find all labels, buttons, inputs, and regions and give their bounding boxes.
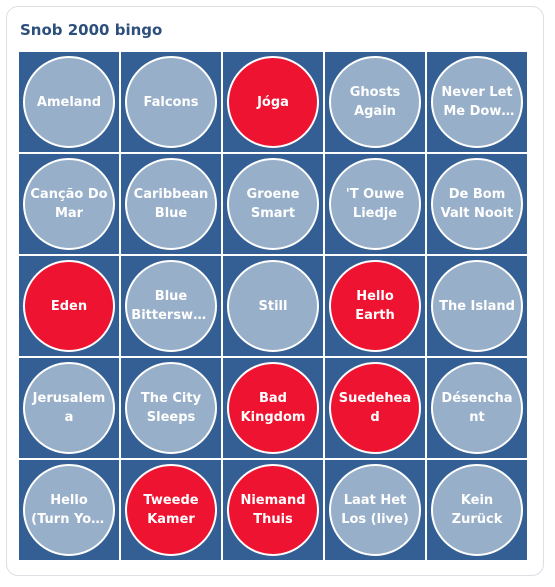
bingo-cell-label: Kein Zurück <box>451 493 503 527</box>
unmarked-circle: Caribbean Blue <box>125 158 217 250</box>
bingo-cell-label: Still <box>258 298 288 314</box>
bingo-cell[interactable]: Never Let Me Down Again <box>427 52 527 152</box>
bingo-cell[interactable]: Désenchant <box>427 358 527 458</box>
unmarked-circle: Still <box>227 260 319 352</box>
unmarked-circle: De Bom Valt Nooit <box>431 158 523 250</box>
bingo-cell-label: 'T Ouwe Liedje <box>345 187 405 221</box>
bingo-cell[interactable]: Falcons <box>121 52 221 152</box>
unmarked-circle: Never Let Me Down Again <box>431 56 523 148</box>
bingo-cell[interactable]: Bad Kingdom <box>223 358 323 458</box>
bingo-cell-label: Hello Earth <box>355 289 395 323</box>
bingo-cell-label: Niemand Thuis <box>240 493 306 527</box>
unmarked-circle: Ameland <box>23 56 115 148</box>
bingo-cell-label: Blue Bittersweet <box>131 289 211 323</box>
marked-circle: Jóga <box>227 56 319 148</box>
bingo-cell-label: Caribbean Blue <box>133 187 209 221</box>
unmarked-circle: The City Sleeps <box>125 362 217 454</box>
bingo-cell[interactable]: Ghosts Again <box>325 52 425 152</box>
bingo-cell[interactable]: Niemand Thuis <box>223 460 323 560</box>
marked-circle: Eden <box>23 260 115 352</box>
bingo-cell-label: Désenchant <box>441 391 513 425</box>
unmarked-circle: Falcons <box>125 56 217 148</box>
bingo-cell-label: Eden <box>50 298 88 314</box>
unmarked-circle: Blue Bittersweet <box>125 260 217 352</box>
bingo-cell[interactable]: De Bom Valt Nooit <box>427 154 527 254</box>
bingo-cell-label: Laat Het Los (live) <box>341 493 409 527</box>
unmarked-circle: Désenchant <box>431 362 523 454</box>
bingo-cell[interactable]: Blue Bittersweet <box>121 256 221 356</box>
bingo-cell-label: Ghosts Again <box>349 85 401 119</box>
unmarked-circle: Ghosts Again <box>329 56 421 148</box>
bingo-cell[interactable]: Jóga <box>223 52 323 152</box>
bingo-cell-label: De Bom Valt Nooit <box>440 187 514 221</box>
bingo-cell-label: Bad Kingdom <box>240 391 306 425</box>
unmarked-circle: Kein Zurück <box>431 464 523 556</box>
bingo-cell-label: Jerusalema <box>32 391 106 425</box>
bingo-cell-label: Groene Smart <box>246 187 300 221</box>
unmarked-circle: Groene Smart <box>227 158 319 250</box>
marked-circle: Bad Kingdom <box>227 362 319 454</box>
bingo-cell[interactable]: Kein Zurück <box>427 460 527 560</box>
bingo-cell[interactable]: Canção Do Mar <box>19 154 119 254</box>
bingo-cell[interactable]: Caribbean Blue <box>121 154 221 254</box>
bingo-cell-label: Hello (Turn Your Radio On) <box>31 493 107 527</box>
unmarked-circle: 'T Ouwe Liedje <box>329 158 421 250</box>
bingo-cell-label: Ameland <box>36 94 102 110</box>
marked-circle: Tweede Kamer <box>125 464 217 556</box>
unmarked-circle: Laat Het Los (live) <box>329 464 421 556</box>
bingo-cell-label: Never Let Me Down Again <box>441 85 513 119</box>
bingo-cell-label: Canção Do Mar <box>30 187 108 221</box>
bingo-cell-label: Falcons <box>143 94 199 110</box>
unmarked-circle: Hello (Turn Your Radio On) <box>23 464 115 556</box>
bingo-cell[interactable]: Hello (Turn Your Radio On) <box>19 460 119 560</box>
bingo-grid: Ameland Falcons Jóga Ghosts Again Never Let … <box>19 52 528 561</box>
bingo-cell[interactable]: Ameland <box>19 52 119 152</box>
bingo-cell-label: The City Sleeps <box>140 391 202 425</box>
bingo-cell-label: Tweede Kamer <box>143 493 199 527</box>
marked-circle: Niemand Thuis <box>227 464 319 556</box>
bingo-cell[interactable]: The Island <box>427 256 527 356</box>
bingo-cell[interactable]: Groene Smart <box>223 154 323 254</box>
bingo-cell[interactable]: The City Sleeps <box>121 358 221 458</box>
bingo-card: Snob 2000 bingo Ameland Falcons Jóga Ghosts… <box>6 6 544 576</box>
marked-circle: Suedehead <box>329 362 421 454</box>
unmarked-circle: The Island <box>431 260 523 352</box>
marked-circle: Hello Earth <box>329 260 421 352</box>
bingo-cell-label: Jóga <box>257 94 289 110</box>
unmarked-circle: Jerusalema <box>23 362 115 454</box>
card-title: Snob 2000 bingo <box>20 21 163 39</box>
bingo-cell[interactable]: Tweede Kamer <box>121 460 221 560</box>
bingo-cell-label: The Island <box>439 298 515 314</box>
bingo-cell[interactable]: Eden <box>19 256 119 356</box>
unmarked-circle: Canção Do Mar <box>23 158 115 250</box>
bingo-cell[interactable]: 'T Ouwe Liedje <box>325 154 425 254</box>
bingo-cell[interactable]: Still <box>223 256 323 356</box>
bingo-cell[interactable]: Jerusalema <box>19 358 119 458</box>
bingo-cell-label: Suedehead <box>338 391 412 425</box>
bingo-cell[interactable]: Suedehead <box>325 358 425 458</box>
bingo-cell[interactable]: Hello Earth <box>325 256 425 356</box>
bingo-cell[interactable]: Laat Het Los (live) <box>325 460 425 560</box>
